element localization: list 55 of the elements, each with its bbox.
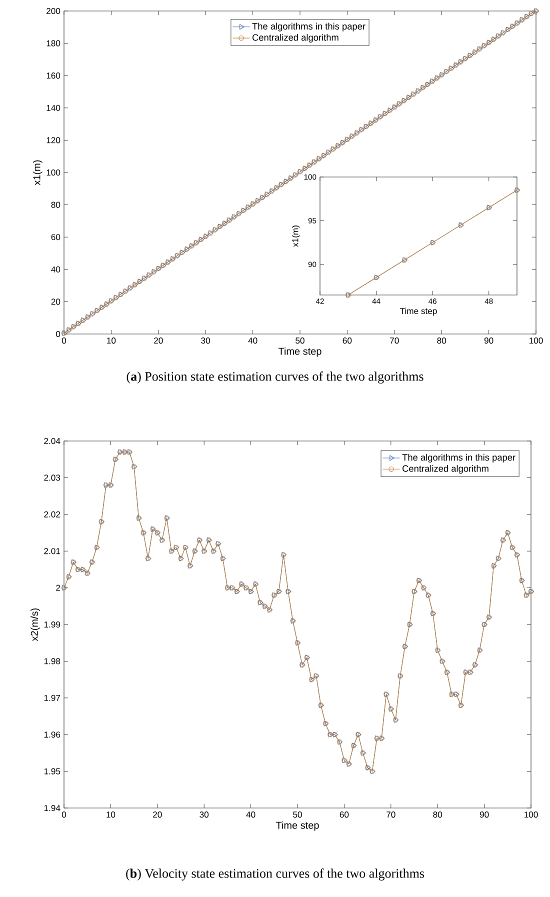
x-tick-label: 50 — [296, 338, 304, 344]
y-axis-title: x1(m) — [292, 226, 300, 247]
x-tick-label: 40 — [248, 338, 258, 344]
legend-label: The algorithms in this paper — [252, 22, 366, 32]
y-tick-label: 120 — [46, 137, 60, 144]
y-tick-label: 2.01 — [44, 548, 60, 554]
legend-label: Centralized algorithm — [252, 34, 338, 43]
x-tick-label: 40 — [246, 812, 256, 818]
x-tick-label: 80 — [437, 338, 446, 344]
x-tick-label: 20 — [153, 812, 162, 818]
text: (a) Position state estimation curves of the two algorithms — [126, 372, 424, 384]
x-tick-label: 0 — [62, 812, 66, 818]
text: (b) Velocity state estimation curves of the two algorithms — [126, 868, 424, 880]
y-axis-title: x2(m/s) — [30, 608, 40, 642]
legend-label: The algorithms in this paper — [402, 454, 516, 462]
y-tick-label: 2.03 — [44, 474, 60, 481]
y-tick-label: 1.99 — [44, 621, 60, 628]
x-tick-label: 30 — [200, 812, 209, 818]
y-tick-label: 1.96 — [44, 732, 60, 738]
y-tick-label: 1.95 — [44, 768, 60, 774]
x-tick-label: 90 — [484, 338, 494, 344]
y-tick-label: 60 — [51, 234, 60, 240]
x-tick-label: 100 — [529, 338, 543, 344]
x-tick-label: 50 — [293, 812, 302, 818]
x-axis-title: Time step — [400, 308, 437, 316]
y-tick-label: 1.94 — [44, 804, 60, 812]
y-tick-label: 0 — [56, 330, 60, 338]
y-tick-label: 40 — [51, 266, 60, 272]
y-tick-label: 1.98 — [44, 658, 60, 664]
x-tick-label: 60 — [342, 338, 352, 344]
x-tick-label: 100 — [524, 812, 538, 818]
y-tick-label: 140 — [46, 104, 60, 111]
x-tick-label: 0 — [62, 338, 66, 344]
legend-label: Centralized algorithm — [402, 465, 488, 474]
x-axis-title: Time step — [278, 347, 322, 357]
x-tick-label: 10 — [107, 338, 116, 344]
y-tick-label: 160 — [46, 72, 60, 79]
x-tick-label: 60 — [340, 812, 349, 818]
y-tick-label: 80 — [51, 202, 60, 208]
x-tick-label: 80 — [433, 812, 442, 818]
y-tick-label: 200 — [46, 8, 60, 14]
y-tick-label: 1.97 — [44, 694, 60, 701]
y-tick-label: 2.04 — [44, 438, 60, 444]
y-axis-title: x1(m) — [32, 160, 42, 186]
y-tick-label: 2 — [56, 584, 60, 591]
x-tick-label: 20 — [154, 338, 163, 344]
y-tick-label: 2.02 — [44, 511, 60, 518]
x-axis-title: Time step — [276, 821, 319, 831]
x-tick-label: 30 — [201, 338, 210, 344]
y-tick-label: 180 — [46, 40, 60, 46]
x-tick-label: 70 — [390, 338, 399, 344]
y-tick-label: 100 — [46, 169, 60, 176]
x-tick-label: 10 — [106, 812, 116, 818]
x-tick-label: 70 — [386, 812, 396, 818]
x-tick-label: 90 — [480, 812, 489, 818]
